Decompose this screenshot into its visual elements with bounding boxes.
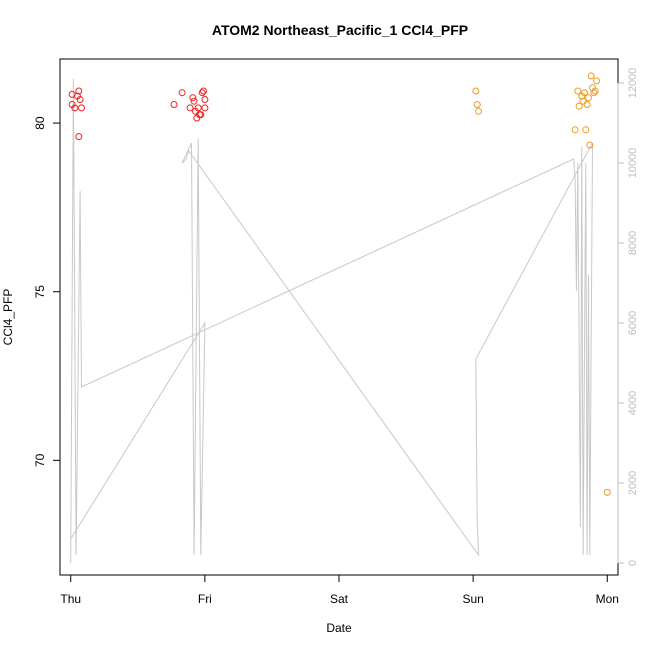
red-data-point <box>198 89 206 97</box>
orange-data-point <box>571 126 579 134</box>
orange-data-point <box>574 87 582 95</box>
red-data-point <box>201 96 209 103</box>
y2-tick-label: 12000 <box>627 68 639 99</box>
red-data-point <box>201 104 209 112</box>
red-data-point <box>197 111 205 119</box>
red-data-point <box>189 94 197 102</box>
y2-tick-label: 2000 <box>627 471 639 495</box>
x-tick-label: Fri <box>198 592 212 606</box>
orange-data-point <box>591 87 599 95</box>
plot-frame <box>59 58 619 576</box>
orange-data-point <box>585 94 592 102</box>
red-data-point <box>194 104 202 112</box>
red-data-point <box>75 87 83 95</box>
red-data-point <box>170 101 178 108</box>
orange-data-point <box>593 77 600 85</box>
red-data-point <box>186 104 194 112</box>
orange-data-point <box>581 89 588 97</box>
y2-tick-label: 8000 <box>627 231 639 255</box>
orange-data-point <box>575 102 583 110</box>
red-data-point <box>78 104 85 112</box>
y2-tick-label: 0 <box>627 560 639 566</box>
orange-data-point <box>473 101 481 108</box>
red-data-point <box>190 97 198 105</box>
x-tick-label: Thu <box>60 592 81 606</box>
altitude-line-layer <box>70 78 593 564</box>
points-layer <box>68 72 611 496</box>
y-tick-label: 70 <box>33 453 47 467</box>
y-tick-label: 75 <box>33 285 47 299</box>
red-data-point <box>75 133 83 141</box>
orange-data-point <box>583 101 591 108</box>
y2-tick-label: 6000 <box>627 311 639 335</box>
orange-data-point <box>472 87 480 95</box>
orange-data-point <box>603 488 611 496</box>
red-data-point <box>71 104 79 112</box>
y-axis-left: 70 75 80 <box>33 116 61 467</box>
x-tick-label: Mon <box>596 592 619 606</box>
chart-title: ATOM2 Northeast_Pacific_1 CCl4_PFP <box>212 22 468 38</box>
red-data-point <box>178 89 186 97</box>
orange-data-point <box>587 72 595 80</box>
x-tick-label: Sat <box>330 592 349 606</box>
y-axis-right: 0 2000 4000 6000 8000 10000 12000 <box>617 68 639 566</box>
orange-data-point <box>475 107 482 115</box>
y2-tick-label: 4000 <box>627 391 639 415</box>
orange-data-point <box>582 126 590 134</box>
y-tick-label: 80 <box>33 116 47 130</box>
red-data-point <box>76 96 84 103</box>
red-data-point <box>200 87 207 95</box>
x-axis-label: Date <box>326 621 352 635</box>
y2-tick-label: 10000 <box>627 148 639 179</box>
y-axis-label: CCl4_PFP <box>1 289 15 346</box>
x-axis: Thu Fri Sat Sun Mon <box>60 574 619 606</box>
x-tick-label: Sun <box>462 592 483 606</box>
orange-data-point <box>586 141 594 149</box>
orange-data-point <box>590 89 598 97</box>
altitude-line <box>70 78 593 564</box>
